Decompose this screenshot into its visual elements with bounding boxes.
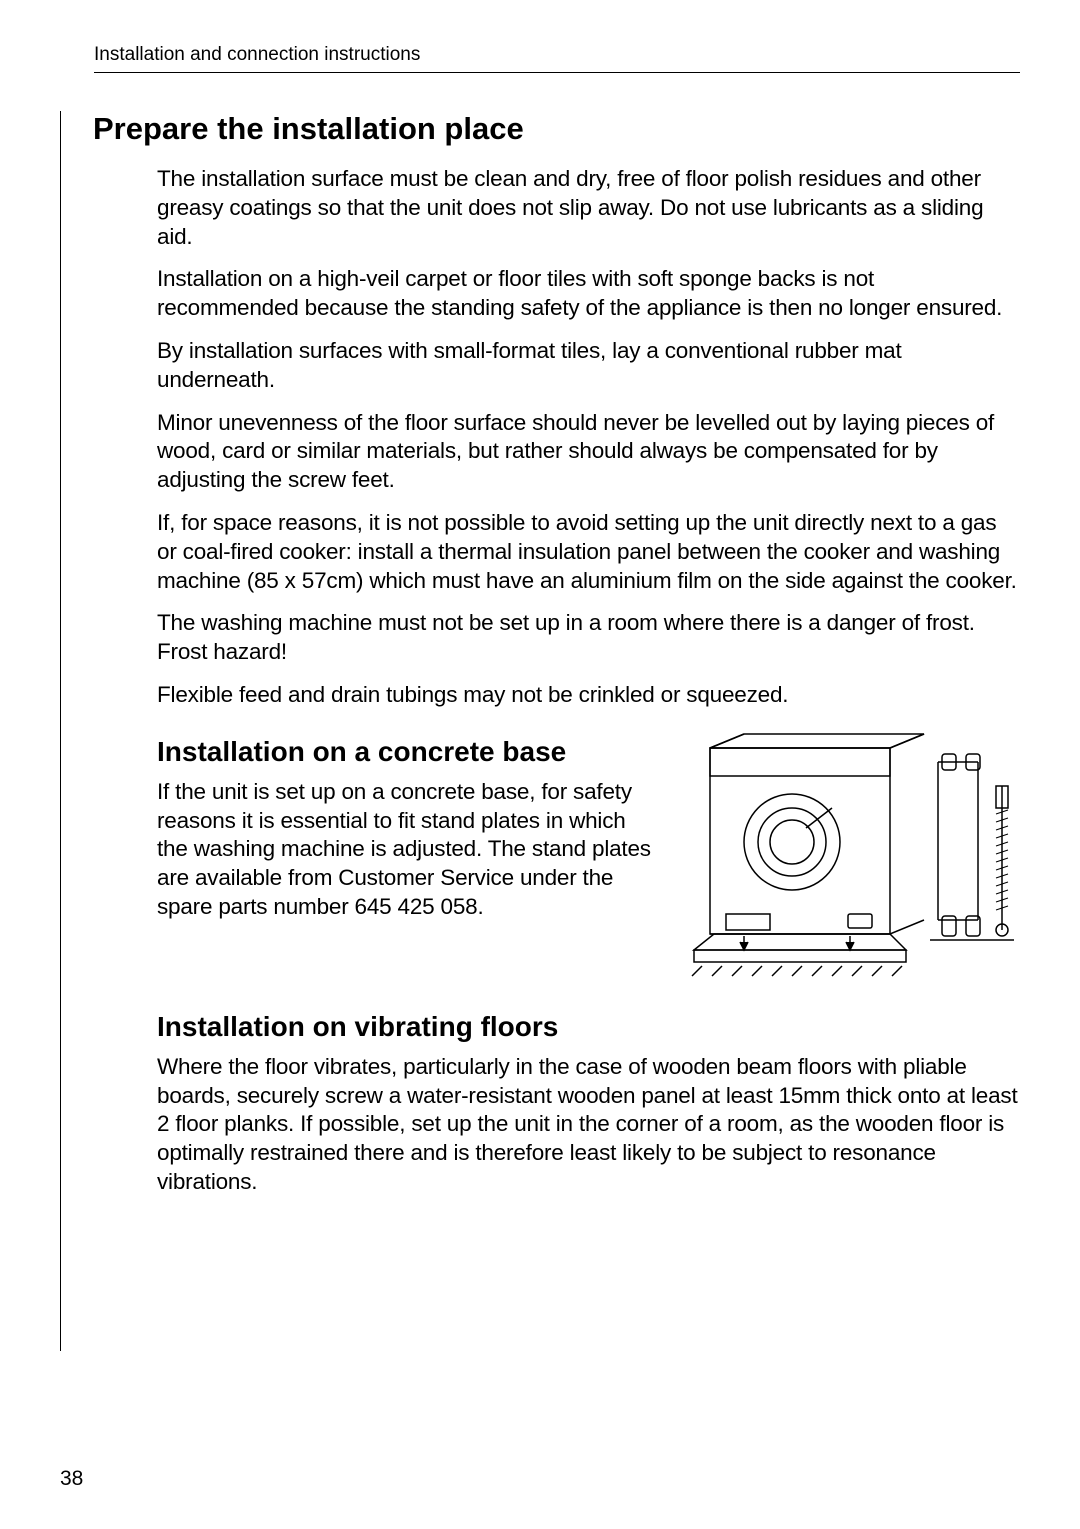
body-text: The installation surface must be clean a… <box>157 165 1020 251</box>
body-text: Where the floor vibrates, particularly i… <box>157 1053 1020 1197</box>
content-frame: Prepare the installation place The insta… <box>60 111 1020 1351</box>
vibrating-paragraphs: Where the floor vibrates, particularly i… <box>157 1053 1020 1197</box>
body-text: By installation surfaces with small-form… <box>157 337 1020 395</box>
page-number: 38 <box>60 1467 83 1491</box>
body-text: Minor unevenness of the floor surface sh… <box>157 409 1020 495</box>
section-heading-prepare: Prepare the installation place <box>93 111 1020 147</box>
prepare-paragraphs: The installation surface must be clean a… <box>157 165 1020 710</box>
washing-machine-illustration <box>680 730 1020 985</box>
body-text: If the unit is set up on a concrete base… <box>157 778 654 922</box>
body-text: The washing machine must not be set up i… <box>157 609 1020 667</box>
body-text: If, for space reasons, it is not possibl… <box>157 509 1020 595</box>
body-text: Flexible feed and drain tubings may not … <box>157 681 1020 710</box>
concrete-row: If the unit is set up on a concrete base… <box>93 778 1020 985</box>
running-header: Installation and connection instructions <box>94 44 1020 73</box>
section-heading-vibrating: Installation on vibrating floors <box>157 1011 1020 1043</box>
body-text: Installation on a high-veil carpet or fl… <box>157 265 1020 323</box>
